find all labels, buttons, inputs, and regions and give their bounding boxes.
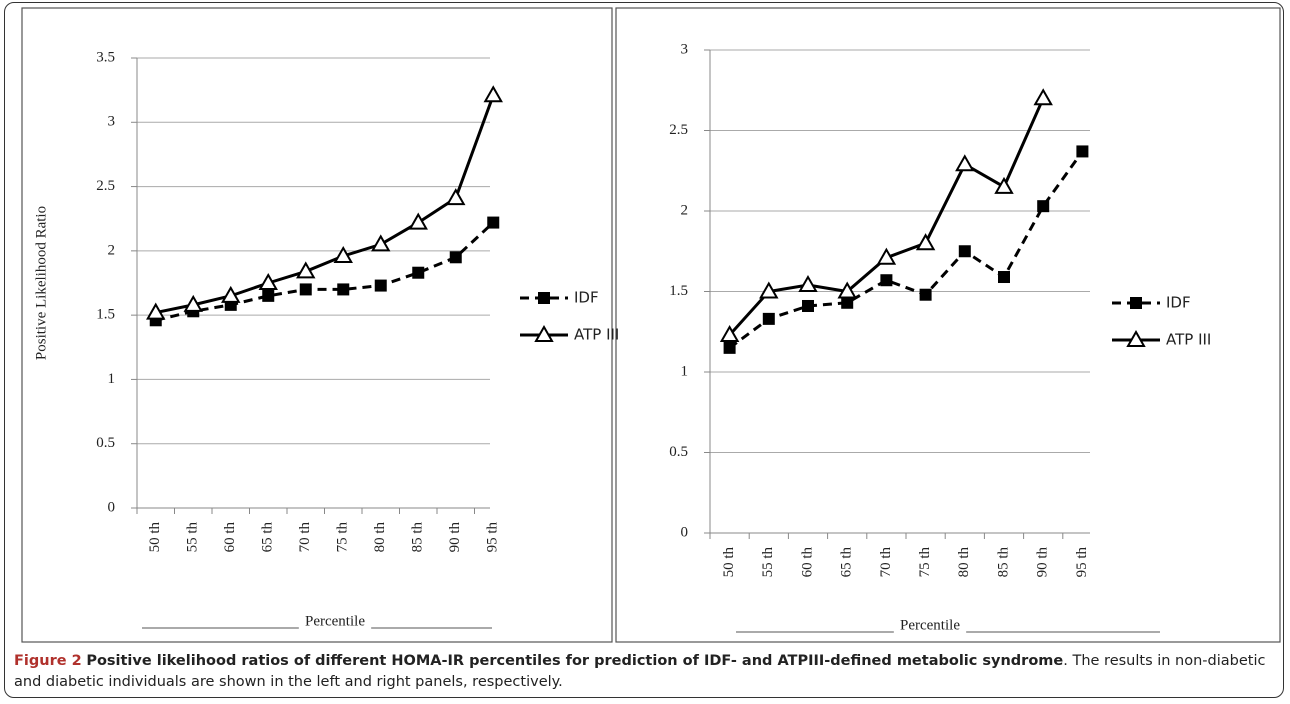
y-tick-label: 0 [108, 499, 116, 515]
x-tick-label: 85 th [995, 547, 1011, 578]
legend-marker [1126, 329, 1146, 347]
data-point [183, 294, 203, 312]
x-tick-label: 65 th [260, 522, 276, 553]
caption-label: Figure 2 [14, 653, 82, 669]
caption-text: . The results in non-diabetic and diabet… [14, 653, 1266, 690]
data-point [449, 251, 462, 264]
caption-title: Positive likelihood ratios of different … [86, 653, 1064, 669]
y-tick-label: 0.5 [669, 444, 688, 460]
y-tick-label: 3 [681, 41, 689, 57]
data-point [446, 188, 466, 206]
data-point [258, 272, 278, 290]
y-tick-label: 2.5 [96, 178, 115, 194]
x-tick-label: 80 th [372, 522, 388, 553]
data-point [412, 266, 425, 279]
y-tick-label: 1 [108, 371, 116, 387]
data-point [837, 281, 857, 299]
x-tick-label: 60 th [799, 547, 815, 578]
x-tick-label: 50 th [147, 522, 163, 553]
legend-label: IDF [574, 289, 599, 307]
y-tick-label: 2 [108, 242, 116, 258]
data-point [146, 302, 166, 320]
data-point [296, 261, 316, 279]
x-tick-label: 65 th [839, 547, 855, 578]
data-point [221, 285, 241, 303]
y-tick-label: 1 [681, 363, 689, 379]
data-point [333, 245, 353, 263]
data-point [371, 234, 391, 252]
left-panel [21, 7, 613, 643]
data-point [483, 85, 503, 103]
y-tick-label: 0.5 [96, 435, 115, 451]
x-tick-label: 55 th [760, 547, 776, 578]
data-point [798, 275, 818, 293]
data-point [762, 312, 775, 325]
data-point [262, 289, 275, 302]
legend-marker [538, 292, 550, 304]
data-point [723, 341, 736, 354]
data-point [955, 154, 975, 172]
data-point [994, 176, 1014, 194]
legend-label: ATP III [574, 326, 619, 344]
data-point [802, 299, 814, 312]
series-line [155, 94, 495, 315]
right-panel [615, 7, 1281, 643]
data-point [759, 281, 779, 299]
x-tick-label: 90 th [447, 522, 463, 553]
series-line [728, 150, 1084, 350]
legend-marker [534, 324, 554, 342]
data-point [408, 212, 428, 230]
y-tick-label: 3.5 [96, 49, 115, 65]
y-tick-label: 0 [681, 524, 689, 540]
x-tick-label: 95 th [1074, 547, 1090, 578]
legend-label: ATP III [1166, 331, 1211, 349]
data-point [374, 279, 387, 292]
legend-label: IDF [1166, 294, 1191, 312]
data-point [876, 247, 897, 265]
x-tick-label: 90 th [1035, 547, 1051, 578]
x-tick-label: 75 th [917, 547, 933, 578]
data-point [880, 274, 893, 287]
x-axis-label: Percentile [900, 617, 960, 633]
x-tick-label: 80 th [956, 547, 972, 578]
data-point [1076, 145, 1089, 158]
data-point [1033, 88, 1053, 106]
series-line [728, 97, 1045, 336]
y-tick-label: 2.5 [669, 122, 688, 138]
data-point [337, 283, 350, 296]
x-tick-label: 55 th [185, 522, 201, 553]
figure-frame [4, 2, 1284, 698]
x-tick-label: 85 th [410, 522, 426, 553]
data-point [299, 283, 312, 296]
data-point [1037, 200, 1050, 213]
x-tick-label: 50 th [721, 547, 737, 578]
data-point [998, 271, 1010, 284]
y-tick-label: 3 [108, 114, 116, 130]
data-point [841, 296, 854, 309]
y-tick-label: 1.5 [96, 307, 115, 323]
x-tick-label: 60 th [222, 522, 238, 553]
x-tick-label: 70 th [297, 522, 313, 553]
data-point [919, 288, 932, 301]
x-tick-label: 70 th [878, 547, 894, 578]
series-line [155, 221, 495, 322]
x-tick-label: 75 th [335, 522, 351, 553]
caption: Figure 2 Positive likelihood ratios of d… [14, 651, 1274, 693]
x-axis-label: Percentile [305, 613, 365, 629]
data-point [487, 216, 500, 229]
legend-marker [1130, 297, 1142, 309]
data-point [719, 324, 740, 342]
data-point [958, 245, 971, 258]
y-tick-label: 1.5 [669, 283, 688, 299]
y-tick-label: 2 [681, 202, 689, 218]
x-tick-label: 95 th [485, 522, 501, 553]
y-axis-label: Positive Likelihood Ratio [33, 206, 49, 360]
data-point [915, 233, 936, 251]
